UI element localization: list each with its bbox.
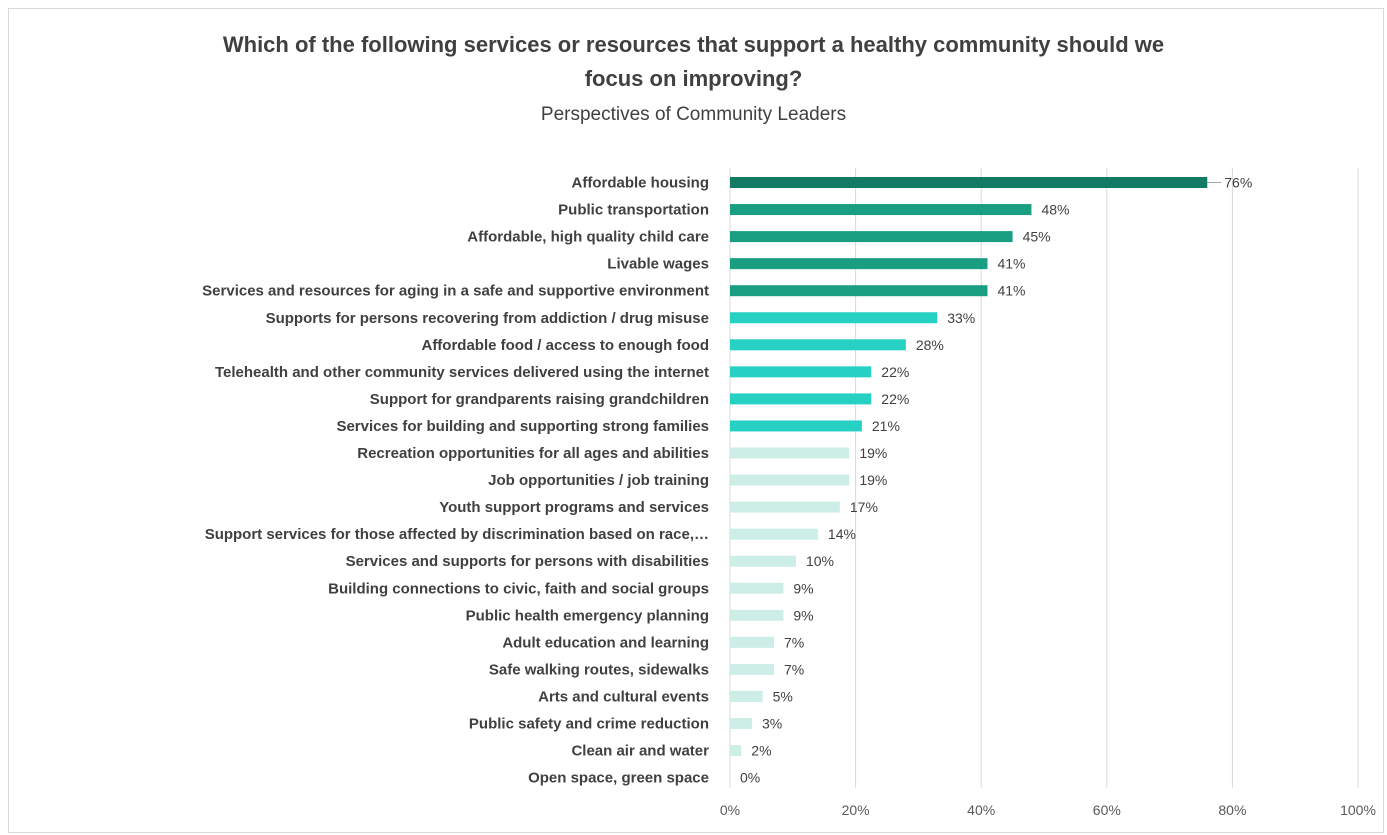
data-label: 48% xyxy=(1041,202,1069,218)
bar xyxy=(730,204,1032,216)
bar xyxy=(730,636,774,648)
data-label: 9% xyxy=(793,607,813,623)
bar xyxy=(730,447,850,459)
data-label: 3% xyxy=(762,716,782,732)
bar xyxy=(730,366,872,378)
chart-title-line-2: focus on improving? xyxy=(584,66,803,91)
category-label: Services for building and supporting str… xyxy=(336,418,709,435)
data-label: 10% xyxy=(806,553,834,569)
bar xyxy=(730,555,796,567)
data-label: 41% xyxy=(997,283,1025,299)
bar xyxy=(730,420,862,432)
category-label: Supports for persons recovering from add… xyxy=(266,310,709,327)
bar xyxy=(730,231,1013,243)
bar xyxy=(730,258,988,270)
category-label: Adult education and learning xyxy=(502,634,709,651)
bars xyxy=(730,177,1208,757)
category-label: Clean air and water xyxy=(571,743,709,760)
data-label: 19% xyxy=(859,472,887,488)
bar xyxy=(730,285,988,297)
bar xyxy=(730,177,1208,188)
category-label: Building connections to civic, faith and… xyxy=(328,580,709,597)
bar xyxy=(730,718,752,729)
x-tick-label: 60% xyxy=(1093,802,1121,818)
data-label: 45% xyxy=(1023,229,1051,245)
bar xyxy=(730,393,872,405)
category-label: Services and resources for aging in a sa… xyxy=(202,283,709,300)
category-label: Public safety and crime reduction xyxy=(469,716,709,733)
data-label: 7% xyxy=(784,634,804,650)
category-label: Affordable, high quality child care xyxy=(467,229,709,246)
data-label: 76% xyxy=(1224,175,1252,191)
category-labels: Affordable housing Public transportation A… xyxy=(202,175,709,787)
bar xyxy=(730,501,840,513)
category-label: Support services for those affected by d… xyxy=(205,526,709,543)
data-label: 22% xyxy=(881,364,909,380)
category-label: Safe walking routes, sidewalks xyxy=(489,661,709,678)
x-tick-label: 40% xyxy=(967,802,995,818)
data-label: 9% xyxy=(793,580,813,596)
x-tick-label: 100% xyxy=(1340,802,1376,818)
category-label: Recreation opportunities for all ages an… xyxy=(357,445,709,462)
category-label: Youth support programs and services xyxy=(439,499,709,516)
category-label: Telehealth and other community services … xyxy=(215,364,709,381)
chart-frame xyxy=(8,8,1384,833)
category-label: Open space, green space xyxy=(528,770,709,787)
category-label: Support for grandparents raising grandch… xyxy=(370,391,709,408)
bar xyxy=(730,528,818,540)
value-labels: 76% 48% 45% 41% 41% 33%28% 22% 22% 21% 19% 19% 17% 1… xyxy=(740,175,1252,786)
x-tick-label: 20% xyxy=(842,802,870,818)
x-tick-label: 80% xyxy=(1218,802,1246,818)
bar xyxy=(730,609,784,621)
data-label: 5% xyxy=(773,688,793,704)
category-label: Public health emergency planning xyxy=(466,607,709,624)
category-label: Job opportunities / job training xyxy=(488,472,709,489)
data-label: 41% xyxy=(997,256,1025,272)
category-label: Arts and cultural events xyxy=(538,688,709,705)
category-label: Affordable food / access to enough food xyxy=(421,337,709,354)
chart-title: Which of the following services or resou… xyxy=(0,28,1387,96)
x-tick-label: 0% xyxy=(720,802,740,818)
data-label: 21% xyxy=(872,418,900,434)
category-label: Public transportation xyxy=(558,202,709,219)
data-label: 7% xyxy=(784,661,804,677)
data-label: 17% xyxy=(850,499,878,515)
data-label: 14% xyxy=(828,526,856,542)
x-axis-tick-labels: 0% 20% 40% 60% 80% 100% xyxy=(720,802,1376,818)
chart-subtitle: Perspectives of Community Leaders xyxy=(540,104,847,125)
bar xyxy=(730,582,784,594)
bar xyxy=(730,312,938,324)
bar xyxy=(730,690,763,702)
data-label: 33% xyxy=(947,310,975,326)
category-label: Services and supports for persons with d… xyxy=(346,553,709,570)
bar xyxy=(730,474,850,486)
data-label: 22% xyxy=(881,391,909,407)
data-label: 19% xyxy=(859,445,887,461)
category-label: Affordable housing xyxy=(572,175,710,192)
data-label: 2% xyxy=(751,743,771,759)
bar xyxy=(730,339,906,351)
category-label: Livable wages xyxy=(607,256,709,273)
bar xyxy=(730,745,742,757)
chart-title-line-1: Which of the following services or resou… xyxy=(222,32,1165,57)
data-label: 0% xyxy=(740,770,760,786)
data-label: 28% xyxy=(916,337,944,353)
bar xyxy=(730,663,774,675)
